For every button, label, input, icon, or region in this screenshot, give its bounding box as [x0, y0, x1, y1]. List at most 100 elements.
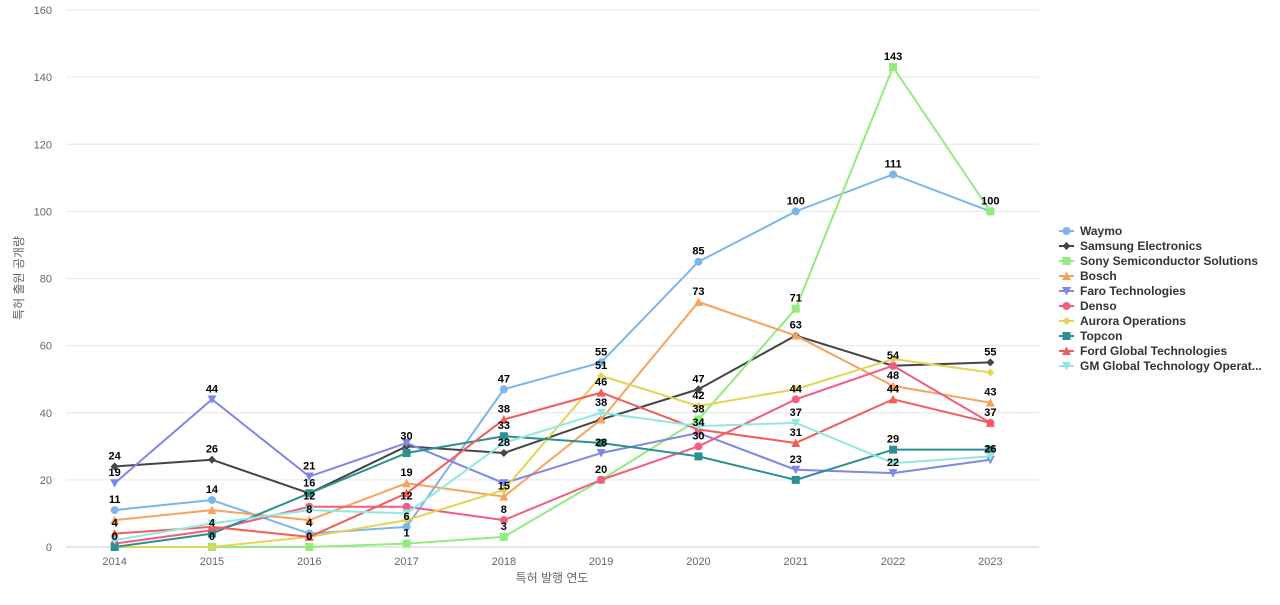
- data-label: 55: [595, 346, 607, 358]
- legend-label: Samsung Electronics: [1080, 239, 1202, 253]
- data-point: [596, 408, 606, 418]
- legend-marker: [1062, 302, 1071, 310]
- data-point: [110, 506, 119, 515]
- legend-item-waymo[interactable]: Waymo: [1059, 224, 1122, 238]
- data-label: 19: [400, 467, 412, 479]
- data-point: [304, 532, 314, 541]
- series-line: [114, 411, 991, 542]
- legend-item-ford-global-technologies[interactable]: Ford Global Technologies: [1059, 344, 1227, 358]
- series-line: [114, 358, 991, 548]
- data-point: [402, 449, 411, 458]
- data-point: [499, 485, 508, 494]
- data-label: 37: [790, 407, 802, 419]
- series-line: [114, 334, 991, 495]
- data-point: [110, 515, 120, 525]
- data-point: [597, 371, 606, 380]
- data-point: [207, 395, 217, 404]
- legend-item-topcon[interactable]: Topcon: [1059, 329, 1122, 343]
- data-label: 44: [206, 383, 219, 395]
- data-label: 0: [306, 531, 312, 543]
- data-label: 19: [109, 467, 121, 479]
- series-line: [114, 66, 992, 548]
- series-line: [114, 435, 991, 548]
- data-point: [110, 536, 120, 545]
- data-point: [110, 479, 120, 488]
- data-point: [791, 465, 801, 475]
- legend-item-sony-semiconductor-solutions[interactable]: Sony Semiconductor Solutions: [1059, 254, 1258, 268]
- data-label: 15: [498, 481, 510, 493]
- data-point: [986, 368, 995, 377]
- data-label: 42: [692, 390, 704, 402]
- data-label: 26: [984, 444, 996, 456]
- data-point: [889, 63, 898, 72]
- data-point: [985, 418, 995, 427]
- data-label: 51: [595, 360, 607, 372]
- data-point: [694, 415, 703, 424]
- data-point: [402, 522, 411, 531]
- data-label: 34: [692, 417, 705, 429]
- data-label: 4: [112, 518, 119, 530]
- data-label: 21: [303, 461, 315, 473]
- x-tick-label: 2015: [200, 556, 224, 568]
- data-point: [596, 414, 606, 424]
- data-point: [207, 455, 216, 464]
- axes: 특허 발행 연도 특허 출원 공개량 2014 2015 2016 2017 2018 2…: [12, 236, 1039, 585]
- data-point: [207, 519, 217, 529]
- legend-item-denso[interactable]: Denso: [1059, 299, 1117, 313]
- data-label: 44: [887, 383, 900, 395]
- legend-item-faro-technologies[interactable]: Faro Technologies: [1059, 284, 1186, 298]
- data-label: 12: [303, 491, 315, 503]
- data-label: 47: [498, 373, 510, 385]
- series-lines: [110, 63, 995, 551]
- data-label: 6: [403, 511, 409, 523]
- x-tick-label: 2014: [102, 556, 126, 568]
- legend-item-gm-global-technology-operat[interactable]: GM Global Technology Operat...: [1059, 359, 1262, 373]
- data-labels: 2419114044261440211612840301912614738332…: [109, 51, 1000, 543]
- legend-marker: [1062, 271, 1071, 280]
- legend-marker: [1062, 257, 1071, 265]
- data-point: [402, 502, 411, 511]
- x-tick-label: 2018: [492, 556, 516, 568]
- legend-item-samsung-electronics[interactable]: Samsung Electronics: [1059, 239, 1202, 253]
- data-label: 0: [209, 531, 215, 543]
- legend-marker: [1062, 362, 1071, 371]
- legend-label: Faro Technologies: [1080, 284, 1186, 298]
- data-point: [694, 452, 703, 461]
- data-label: 71: [790, 293, 802, 305]
- data-point: [791, 385, 800, 394]
- data-label: 22: [887, 457, 899, 469]
- x-tick-label: 2023: [978, 556, 1002, 568]
- data-point: [499, 492, 509, 501]
- data-point: [597, 475, 606, 484]
- data-point: [499, 479, 509, 488]
- data-label: 28: [498, 437, 510, 449]
- data-point: [207, 543, 216, 551]
- data-point: [207, 505, 217, 515]
- legend-label: Denso: [1080, 299, 1117, 313]
- legend-marker: [1062, 317, 1071, 325]
- y-tick-label: 20: [40, 475, 52, 487]
- legend-label: Sony Semiconductor Solutions: [1080, 254, 1258, 268]
- y-tick-label: 160: [34, 5, 52, 17]
- data-point: [888, 469, 898, 478]
- data-point: [986, 358, 995, 367]
- data-point: [888, 394, 898, 404]
- legend-marker: [1062, 287, 1071, 296]
- data-point: [304, 472, 314, 482]
- x-tick-label: 2019: [589, 556, 613, 568]
- legend-label: Aurora Operations: [1080, 314, 1186, 328]
- data-point: [402, 539, 411, 548]
- x-tick-label: 2017: [394, 556, 418, 568]
- data-label: 55: [984, 346, 996, 358]
- legend-item-bosch[interactable]: Bosch: [1059, 269, 1117, 283]
- data-point: [499, 532, 508, 541]
- data-label: 23: [790, 454, 802, 466]
- y-tick-label: 120: [34, 139, 52, 151]
- legend-item-aurora-operations[interactable]: Aurora Operations: [1059, 314, 1186, 328]
- y-tick-label: 100: [34, 206, 52, 218]
- data-point: [791, 418, 801, 428]
- data-point: [110, 543, 119, 551]
- data-label: 24: [109, 450, 122, 462]
